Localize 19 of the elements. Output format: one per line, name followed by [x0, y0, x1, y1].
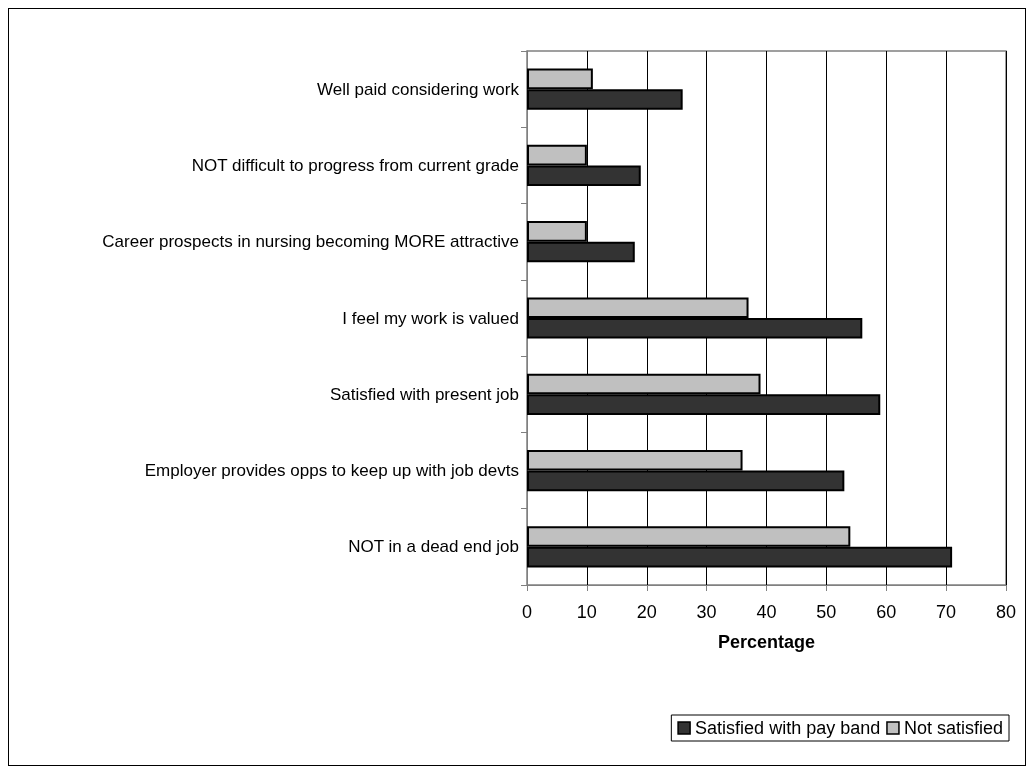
legend-label: Satisfied with pay band	[695, 718, 881, 738]
y-tick-label: Career prospects in nursing becoming MORE attractive	[102, 232, 519, 252]
x-axis-title: Percentage	[717, 632, 816, 652]
y-tick-label: NOT difficult to progress from current grade	[191, 155, 519, 175]
x-tick-label: 70	[936, 602, 957, 622]
y-tick-label: Employer provides opps to keep up with job devts	[144, 461, 519, 481]
x-tick-label: 50	[816, 602, 837, 622]
y-tick-label: NOT in a dead end job	[348, 537, 519, 557]
x-tick-label: 0	[521, 602, 533, 622]
x-tick-label: 80	[995, 602, 1017, 622]
x-tick-label: 60	[876, 602, 897, 622]
y-tick-label: Satisfied with present job	[330, 384, 519, 404]
x-tick-label: 40	[756, 602, 777, 622]
x-tick-label: 10	[576, 602, 597, 622]
x-tick-label: 20	[636, 602, 657, 622]
y-tick-label: Well paid considering work	[317, 79, 520, 99]
legend-label: Not satisfied	[903, 718, 1003, 738]
x-tick-label: 30	[696, 602, 717, 622]
y-tick-label: I feel my work is valued	[342, 308, 519, 328]
